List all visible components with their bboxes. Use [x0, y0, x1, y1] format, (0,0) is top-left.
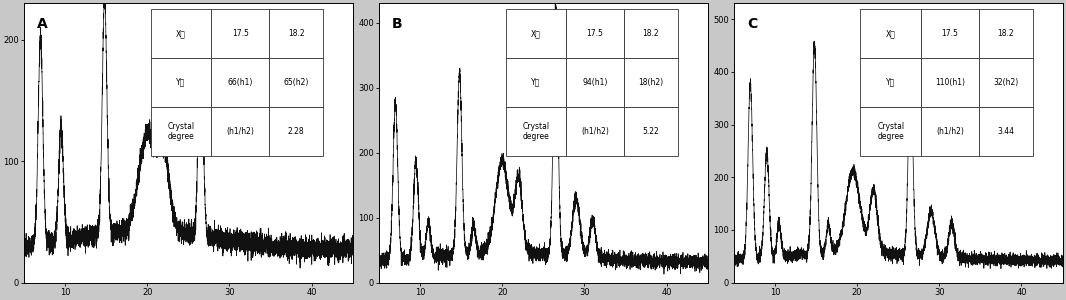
Text: (h1/h2): (h1/h2)	[226, 127, 254, 136]
Bar	[860, 9, 921, 58]
Text: 2.28: 2.28	[288, 127, 304, 136]
Bar	[979, 107, 1033, 156]
Text: X轴: X轴	[886, 29, 895, 38]
Bar	[505, 58, 566, 107]
Text: Y轴: Y轴	[176, 78, 185, 87]
Bar	[624, 107, 678, 156]
Text: 18.2: 18.2	[288, 29, 304, 38]
Bar	[979, 9, 1033, 58]
Text: X轴: X轴	[531, 29, 540, 38]
Text: Crystal
degree: Crystal degree	[167, 122, 195, 141]
Text: Y轴: Y轴	[531, 78, 540, 87]
Text: 17.5: 17.5	[586, 29, 603, 38]
Text: 110(h1): 110(h1)	[935, 78, 965, 87]
Text: (h1/h2): (h1/h2)	[581, 127, 609, 136]
Bar	[505, 9, 566, 58]
Bar	[921, 9, 979, 58]
Bar	[505, 107, 566, 156]
Text: Crystal
degree: Crystal degree	[877, 122, 904, 141]
Bar	[624, 58, 678, 107]
Text: 3.44: 3.44	[998, 127, 1015, 136]
Text: 5.22: 5.22	[643, 127, 659, 136]
Text: 18.2: 18.2	[998, 29, 1014, 38]
Text: Crystal
degree: Crystal degree	[522, 122, 549, 141]
Text: A: A	[37, 17, 48, 32]
Text: 17.5: 17.5	[231, 29, 248, 38]
Bar	[979, 58, 1033, 107]
Text: 66(h1): 66(h1)	[227, 78, 253, 87]
Bar	[860, 107, 921, 156]
Text: B: B	[392, 17, 403, 32]
Bar	[566, 9, 624, 58]
Text: 17.5: 17.5	[941, 29, 958, 38]
Text: 94(h1): 94(h1)	[582, 78, 608, 87]
Bar	[150, 107, 211, 156]
Bar	[150, 9, 211, 58]
Bar	[211, 9, 269, 58]
Text: 65(h2): 65(h2)	[284, 78, 309, 87]
Text: C: C	[747, 17, 757, 32]
Bar	[566, 107, 624, 156]
Text: 18.2: 18.2	[643, 29, 659, 38]
Bar	[269, 58, 323, 107]
Text: Y轴: Y轴	[886, 78, 895, 87]
Bar	[566, 58, 624, 107]
Bar	[860, 58, 921, 107]
Text: 32(h2): 32(h2)	[994, 78, 1018, 87]
Bar	[921, 107, 979, 156]
Bar	[211, 107, 269, 156]
Bar	[269, 107, 323, 156]
Bar	[150, 58, 211, 107]
Text: 18(h2): 18(h2)	[639, 78, 663, 87]
Text: X轴: X轴	[176, 29, 185, 38]
Bar	[921, 58, 979, 107]
Bar	[269, 9, 323, 58]
Text: (h1/h2): (h1/h2)	[936, 127, 964, 136]
Bar	[624, 9, 678, 58]
Bar	[211, 58, 269, 107]
